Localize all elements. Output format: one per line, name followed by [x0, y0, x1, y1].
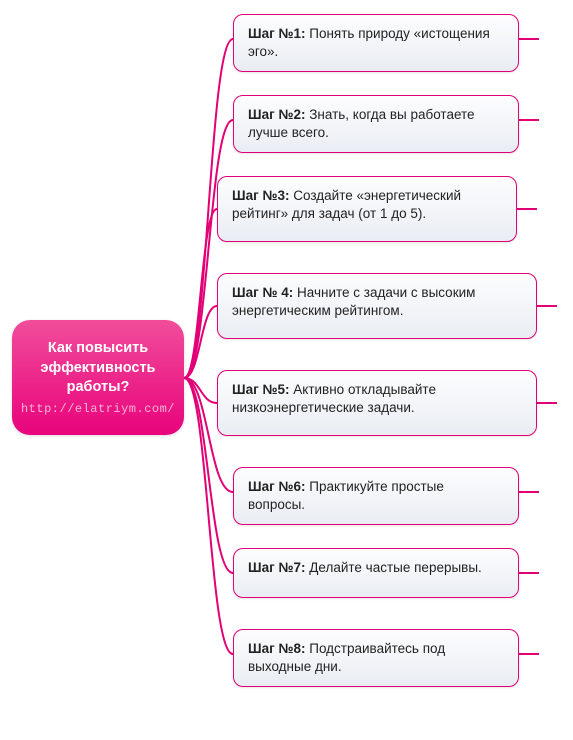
- central-title: Как повысить эффективность работы?: [22, 339, 174, 398]
- step-label: Шаг №7:: [248, 560, 306, 575]
- step-node-3: Шаг №3: Создайте «энергетический рейтинг…: [217, 176, 517, 242]
- step-label: Шаг №8:: [248, 641, 306, 656]
- connector-2: [184, 120, 233, 378]
- central-link: http://elatriym.com/: [21, 402, 175, 416]
- step-node-6: Шаг №6: Практикуйте простые вопросы.: [233, 467, 519, 525]
- step-label: Шаг №5:: [232, 382, 290, 397]
- step-node-2: Шаг №2: Знать, когда вы работаете лучше …: [233, 95, 519, 153]
- step-text: Делайте частые перерывы.: [306, 560, 482, 575]
- step-node-4: Шаг № 4: Начните с задачи с высоким энер…: [217, 273, 537, 339]
- connector-4: [184, 306, 217, 378]
- step-node-7: Шаг №7: Делайте частые перерывы.: [233, 548, 519, 598]
- central-node: Как повысить эффективность работы? http:…: [12, 320, 184, 435]
- step-node-8: Шаг №8: Подстраивайтесь под выходные дни…: [233, 629, 519, 687]
- step-label: Шаг №6:: [248, 479, 306, 494]
- step-node-5: Шаг №5: Активно откладывайте низкоэнерге…: [217, 370, 537, 436]
- connector-3: [184, 209, 217, 378]
- step-label: Шаг №2:: [248, 107, 306, 122]
- step-label: Шаг №3:: [232, 188, 290, 203]
- step-label: Шаг №1:: [248, 26, 306, 41]
- connector-5: [184, 378, 217, 403]
- step-label: Шаг № 4:: [232, 285, 293, 300]
- step-node-1: Шаг №1: Понять природу «истощения эго».: [233, 14, 519, 72]
